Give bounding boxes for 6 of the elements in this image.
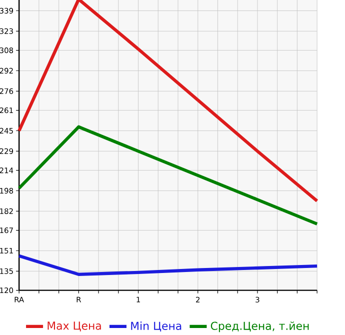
line-series — [17, 0, 319, 203]
legend-label: Max Цена — [48, 322, 101, 332]
line-series — [17, 125, 319, 226]
legend-label: Сред.Цена, т.йен — [210, 322, 309, 332]
line-series — [17, 254, 319, 276]
legend-label: Min Цена — [131, 322, 182, 332]
